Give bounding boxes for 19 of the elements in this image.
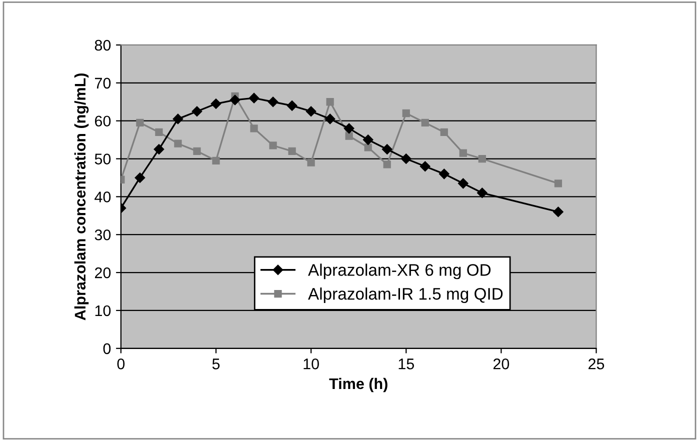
y-tick-label: 30: [94, 229, 111, 240]
y-axis-title: Alprazolam concentration (ng/mL): [74, 74, 89, 320]
x-tick-label: 0: [117, 358, 125, 370]
y-tick-label: 20: [94, 267, 111, 278]
y-tick-label: 50: [94, 154, 111, 164]
x-tick-label: 25: [588, 358, 604, 370]
x-axis-title: Time (h): [329, 378, 388, 392]
y-tick-label: 60: [94, 116, 111, 127]
legend-label: Alprazolam-XR 6 mg OD: [308, 264, 491, 280]
y-tick-label: 80: [94, 40, 111, 51]
y-tick-label: 70: [94, 78, 111, 89]
y-tick-label: 0: [103, 343, 111, 354]
x-tick-label: 15: [398, 358, 414, 370]
y-tick-label: 40: [94, 192, 111, 202]
x-tick-label: 20: [493, 358, 510, 370]
legend-label: Alprazolam-IR 1.5 mg QID: [308, 288, 503, 304]
x-tick-label: 10: [304, 358, 319, 370]
x-tick-label: 5: [212, 358, 220, 370]
y-tick-label: 10: [95, 305, 111, 316]
